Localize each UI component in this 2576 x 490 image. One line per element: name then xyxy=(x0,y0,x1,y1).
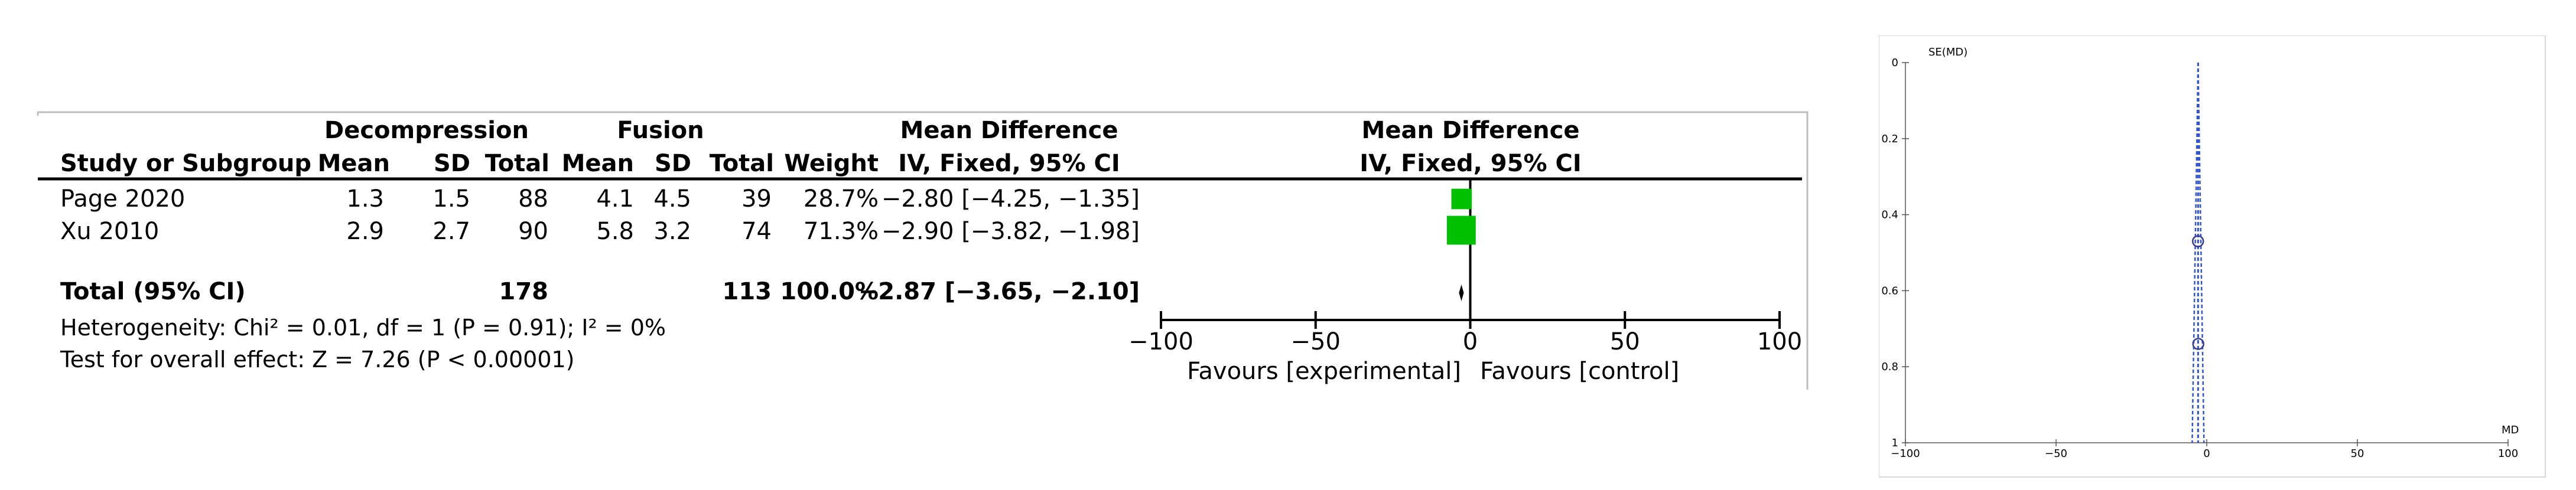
forest-x-tick-label: 0 xyxy=(1463,328,1478,355)
ctl-mean-header: Mean xyxy=(562,150,634,177)
exp-total: 90 xyxy=(518,218,548,245)
favours-experimental-label: Favours [experimental] xyxy=(1187,358,1461,385)
ctl-mean: 5.8 xyxy=(596,218,634,245)
exp-sd-header: SD xyxy=(434,150,470,177)
funnel-x-tick-label: −50 xyxy=(2045,447,2067,460)
forest-plot-area: −100 −50 0 50 100 xyxy=(1128,179,1802,355)
funnel-x-tick-label: 0 xyxy=(2203,447,2210,460)
funnel-ci-line xyxy=(2191,62,2199,443)
funnel-x-tick-label: 50 xyxy=(2351,447,2364,460)
ctl-sd: 3.2 xyxy=(653,218,691,245)
study-row: Page 2020 1.3 1.5 88 4.1 4.5 39 28.7% −2… xyxy=(60,185,1140,213)
total-ci: −2.87 [−3.65, −2.10] xyxy=(858,278,1140,305)
study-weight: 71.3% xyxy=(804,218,879,245)
exp-mean: 2.9 xyxy=(346,218,384,245)
total-weight: 100.0% xyxy=(780,278,879,305)
study-ci: −2.90 [−3.82, −1.98] xyxy=(882,218,1140,245)
funnel-xlabel: MD xyxy=(2502,424,2519,436)
group-header-experimental: Decompression xyxy=(324,117,529,144)
funnel-y-tick-label: 1 xyxy=(1892,437,1898,449)
plot-title: Mean Difference xyxy=(1362,117,1580,144)
total-exp: 178 xyxy=(499,278,549,305)
funnel-ci-line xyxy=(2197,62,2205,443)
ctl-total: 39 xyxy=(741,185,772,213)
funnel-y-tick-label: 0.2 xyxy=(1881,133,1898,145)
effect-title: Mean Difference xyxy=(900,117,1118,144)
plot-method-header: IV, Fixed, 95% CI xyxy=(1359,150,1581,177)
total-label: Total (95% CI) xyxy=(60,278,246,305)
funnel-y-tick-label: 0.6 xyxy=(1881,285,1898,297)
funnel-x-tick-label: −100 xyxy=(1891,447,1920,460)
ctl-total-header: Total xyxy=(710,150,774,177)
study-ci: −2.80 [−4.25, −1.35] xyxy=(882,185,1140,213)
exp-sd: 2.7 xyxy=(432,218,470,245)
study-column-header: Study or Subgroup xyxy=(60,150,311,177)
funnel-y-tick-label: 0.4 xyxy=(1881,209,1898,221)
forest-x-tick-label: 50 xyxy=(1610,328,1640,355)
heterogeneity-text: Heterogeneity: Chi² = 0.01, df = 1 (P = … xyxy=(60,315,666,341)
funnel-plot: 0 0.2 0.4 0.6 0.8 1−100 −50 0 50 100 SE(MD) MD xyxy=(1879,35,2546,478)
forest-x-tick-label: −100 xyxy=(1128,328,1193,355)
funnel-ylabel: SE(MD) xyxy=(1928,46,1967,58)
funnel-y-tick-label: 0.8 xyxy=(1881,361,1898,373)
funnel-point xyxy=(2192,338,2204,350)
total-row: Total (95% CI) 178 113 100.0% −2.87 [−3.… xyxy=(60,278,1140,305)
exp-mean-header: Mean xyxy=(318,150,390,177)
study-name: Page 2020 xyxy=(60,185,185,213)
exp-total-header: Total xyxy=(485,150,549,177)
study-weight: 28.7% xyxy=(804,185,879,213)
forest-x-tick-label: 100 xyxy=(1757,328,1802,355)
study-row: Xu 2010 2.9 2.7 90 5.8 3.2 74 71.3% −2.9… xyxy=(60,218,1140,245)
pooled-diamond xyxy=(1459,285,1464,301)
study-square xyxy=(1451,188,1472,210)
study-name: Xu 2010 xyxy=(60,218,159,245)
funnel-plot-area: 0 0.2 0.4 0.6 0.8 1−100 −50 0 50 100 xyxy=(1881,57,2518,460)
forest-x-tick-label: −50 xyxy=(1291,328,1341,355)
ctl-total: 74 xyxy=(741,218,772,245)
funnel-frame xyxy=(1879,35,2546,478)
funnel-x-tick-label: 100 xyxy=(2498,447,2518,460)
funnel-y-tick-label: 0 xyxy=(1892,57,1898,69)
funnel-point xyxy=(2191,235,2204,247)
ctl-sd-header: SD xyxy=(655,150,691,177)
ctl-sd: 4.5 xyxy=(653,185,691,213)
overall-effect-text: Test for overall effect: Z = 7.26 (P < 0… xyxy=(60,347,575,373)
group-header-control: Fusion xyxy=(617,117,704,144)
favours-control-label: Favours [control] xyxy=(1480,358,1679,385)
exp-total: 88 xyxy=(518,185,548,213)
ctl-mean: 4.1 xyxy=(596,185,634,213)
effect-method-header: IV, Fixed, 95% CI xyxy=(898,150,1120,177)
weight-header: Weight xyxy=(784,150,879,177)
total-ctl: 113 xyxy=(723,278,772,305)
forest-plot: Decompression Fusion Mean Difference Mea… xyxy=(37,111,1809,397)
exp-mean: 1.3 xyxy=(346,185,384,213)
study-square xyxy=(1446,215,1476,245)
exp-sd: 1.5 xyxy=(432,185,470,213)
